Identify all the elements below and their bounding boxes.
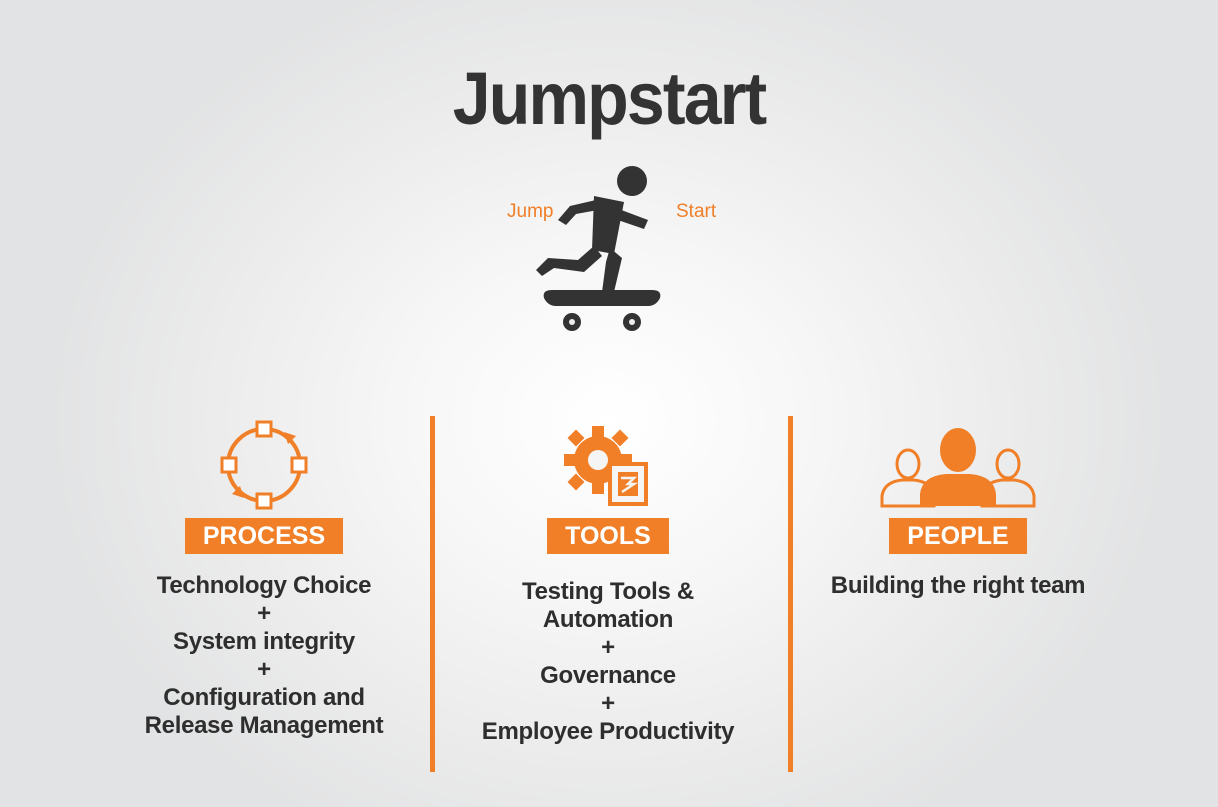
tools-lines: Testing Tools & Automation + Governance …	[438, 578, 778, 746]
tools-line: Testing Tools &	[522, 578, 694, 605]
tools-line: Governance	[540, 662, 676, 689]
tools-badge: TOOLS	[547, 518, 669, 554]
process-cycle-icon	[220, 420, 308, 510]
process-column: PROCESS Technology Choice + System integ…	[94, 420, 434, 740]
process-badge: PROCESS	[184, 518, 344, 554]
jump-label: Jump	[507, 201, 554, 222]
tools-line: Employee Productivity	[481, 718, 735, 745]
process-line: Configuration and	[163, 684, 365, 711]
skateboarder-icon	[536, 166, 661, 331]
process-lines: Technology Choice + System integrity + C…	[94, 572, 434, 740]
people-line: Building the right team	[830, 572, 1086, 599]
tools-line: +	[601, 634, 615, 661]
people-group-icon	[880, 428, 1036, 508]
tools-line: Automation	[542, 606, 674, 633]
process-line: +	[257, 656, 271, 683]
process-line: Release Management	[144, 712, 384, 739]
gear-tools-icon	[564, 426, 648, 506]
tools-column: TOOLS Testing Tools & Automation + Gover…	[438, 420, 778, 746]
process-line: Technology Choice	[156, 572, 372, 599]
start-label: Start	[676, 201, 717, 222]
people-column: PEOPLE Building the right team	[788, 420, 1128, 600]
people-badge: PEOPLE	[889, 518, 1027, 554]
divider-left	[430, 416, 435, 772]
process-line: +	[257, 600, 271, 627]
divider-right	[788, 416, 793, 772]
page-title: Jumpstart	[452, 57, 767, 140]
process-line: System integrity	[173, 628, 355, 655]
people-lines: Building the right team	[788, 572, 1128, 600]
tools-line: +	[601, 690, 615, 717]
